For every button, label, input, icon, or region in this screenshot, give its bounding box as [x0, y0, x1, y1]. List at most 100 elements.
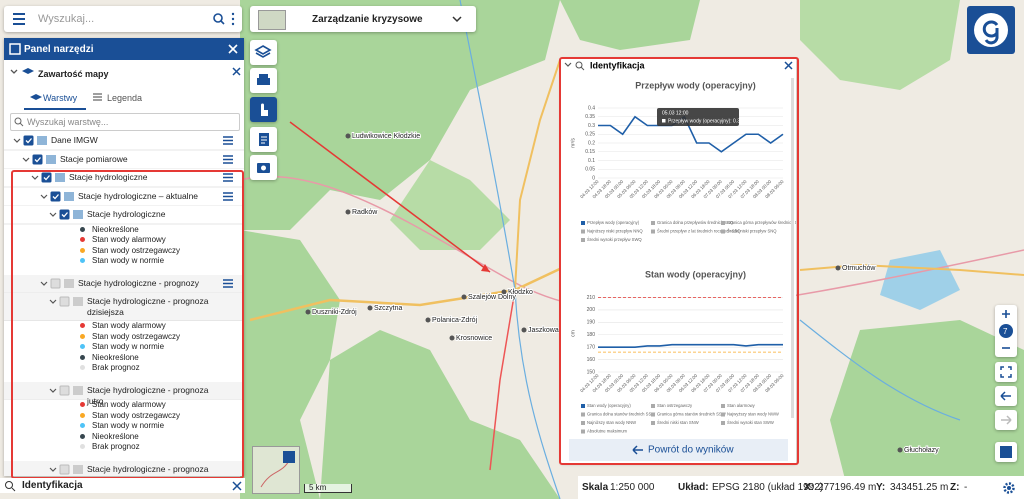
layer-row[interactable]: Stacje hydrologiczne - prognoza jutro	[4, 381, 244, 406]
forest	[830, 320, 1024, 499]
legend-swatch	[651, 412, 655, 417]
settings-button[interactable]	[1002, 481, 1016, 495]
map-label: Głuchołazy	[904, 447, 939, 454]
legend-tab-icon	[93, 93, 102, 101]
icon	[1000, 446, 1012, 458]
icon	[259, 133, 269, 146]
logo-circle	[974, 13, 1008, 47]
checkbox	[59, 296, 70, 307]
legend-item: Stan wody w normie	[4, 256, 244, 267]
bottom-search[interactable]: Identyfikacja	[0, 478, 245, 493]
y-tick-label: 170	[587, 344, 596, 350]
legend-label: Stan wody ostrzegawczy	[92, 410, 181, 420]
legend-entry: Najniższy stan wody NNW	[587, 420, 636, 425]
close-icon[interactable]	[784, 61, 793, 70]
layer-label: Stacje hydrologiczne – aktualne	[78, 190, 199, 201]
layer-tree: Dane IMGW Stacje pomiarowe Stacje hydrolog…	[4, 132, 244, 476]
layers-button[interactable]	[250, 40, 277, 65]
layer-icon	[64, 191, 74, 201]
logo[interactable]	[967, 6, 1015, 54]
legend-item: Nieokreślone	[4, 353, 244, 364]
close-icon[interactable]	[232, 481, 242, 491]
profile-dropdown[interactable]: Zarządzanie kryzysowe	[250, 6, 476, 32]
icon-path	[254, 45, 272, 58]
legend-item: Stan wody alarmowy	[4, 400, 244, 411]
legend-entry: Granica górna przepływów średnich SSQ	[727, 220, 796, 225]
y-tick-label: 200	[587, 307, 596, 313]
icon-path	[1001, 415, 1012, 425]
identify-panel: Identyfikacja Powrót do wyników Przepływ…	[561, 58, 796, 463]
y-tick-label: 0.15	[585, 149, 595, 155]
legend-item: Stan wody ostrzegawczy	[4, 411, 244, 422]
layer-controls	[4, 296, 244, 321]
screenshot-button[interactable]	[250, 155, 277, 180]
y-tick-label: 0.2	[588, 140, 595, 146]
back-extent-button[interactable]	[995, 386, 1017, 406]
road	[489, 289, 516, 471]
icon	[257, 74, 270, 85]
road	[799, 263, 1024, 276]
more-icon	[231, 12, 235, 16]
layer-label: Stacje pomiarowe	[60, 153, 128, 164]
close-panel[interactable]	[228, 44, 238, 54]
legend-swatch	[721, 221, 725, 225]
notes-button[interactable]	[250, 127, 277, 152]
basemap-button[interactable]	[995, 442, 1017, 462]
minimap[interactable]	[252, 446, 300, 494]
status-bar: Skala 1:250 000 Układ: EPSG 2180 (układ …	[578, 476, 1024, 499]
icon-path	[261, 103, 268, 116]
y-tick-label: 0.1	[588, 158, 595, 164]
tab-layers[interactable]: Warstwy	[43, 93, 78, 103]
legend-swatch	[80, 423, 85, 428]
zoom-in[interactable]	[1002, 310, 1010, 318]
y-tick-label: 150	[587, 369, 596, 375]
legend-entry: Stan ostrzegawczy	[657, 403, 693, 408]
logo-g	[982, 20, 999, 45]
layer-label: Stacje hydrologiczne	[69, 172, 148, 182]
zoom-control[interactable]: 7	[995, 305, 1017, 357]
layer-icon	[55, 173, 65, 182]
scale-label: Skala	[582, 482, 609, 493]
y-tick-label: 190	[587, 320, 596, 326]
tab-legend[interactable]: Legenda	[107, 93, 143, 103]
layer-row[interactable]: Stacje hydrologiczne - prognoza	[4, 460, 244, 476]
layer-search[interactable]: Wyszukaj warstwę...	[10, 113, 240, 131]
lake	[880, 250, 960, 310]
layer-row[interactable]: Stacje hydrologiczne - prognoza dzisiejs…	[4, 293, 244, 321]
checkbox	[50, 191, 61, 201]
legend-item: Stan wody alarmowy	[4, 235, 244, 246]
legend-label: Stan wody alarmowy	[92, 235, 166, 244]
legend-swatch	[80, 354, 85, 360]
layer-row[interactable]: Dane IMGW	[4, 132, 244, 151]
layer-row[interactable]: Stacje hydrologiczne	[4, 169, 244, 188]
layer-controls	[4, 135, 244, 151]
forest	[240, 0, 560, 230]
map-label: Krosnowice	[456, 335, 492, 342]
print-button[interactable]	[250, 68, 277, 93]
legend-label: Nieokreślone	[92, 224, 139, 234]
legend-swatch	[721, 229, 725, 234]
back-button[interactable]: Powrót do wyników	[648, 445, 734, 456]
checkmark	[61, 212, 68, 218]
road	[249, 248, 601, 322]
layer-row[interactable]: Stacje hydrologiczne	[4, 206, 244, 225]
layer-row[interactable]: Stacje pomiarowe	[4, 151, 244, 169]
icon-path	[257, 78, 270, 85]
fullscreen-button[interactable]	[995, 362, 1017, 382]
more-icon	[231, 22, 235, 26]
back-button-bg[interactable]	[569, 439, 788, 461]
tooltip-swatch	[662, 119, 666, 123]
map-label: Polanica-Zdrój	[432, 317, 478, 324]
legend-swatch	[651, 404, 655, 408]
layer-row[interactable]: Stacje hydrologiczne - prognozy	[4, 274, 244, 293]
layer-row[interactable]: Stacje hydrologiczne – aktualne	[4, 188, 244, 206]
forward-extent-button[interactable]	[995, 410, 1017, 430]
town-marker	[897, 447, 903, 453]
search-icons	[13, 12, 235, 26]
close-icon	[232, 67, 241, 76]
identify-button[interactable]	[250, 97, 277, 122]
legend-label: Nieokreślone	[92, 352, 139, 362]
search-bar[interactable]: Wyszukaj...	[4, 6, 242, 32]
y-label: Y:	[876, 482, 886, 493]
